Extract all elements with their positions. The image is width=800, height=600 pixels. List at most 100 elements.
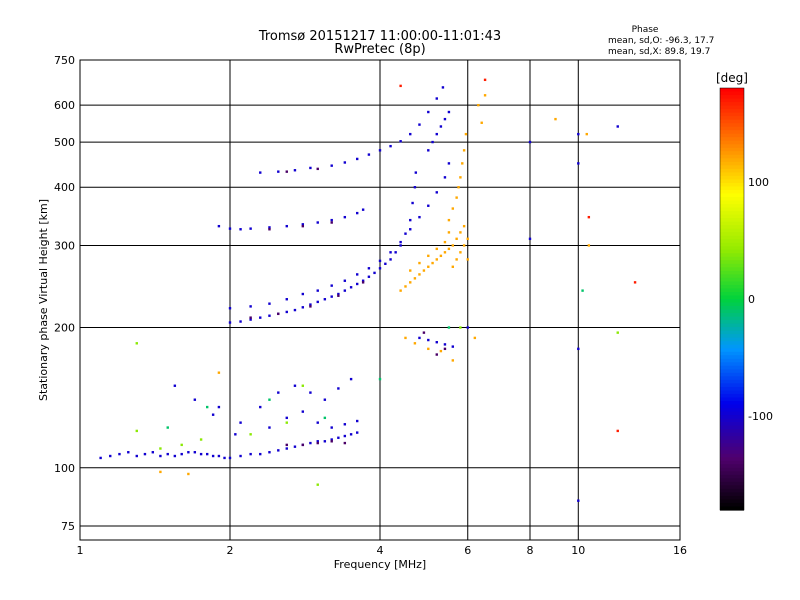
data-point	[361, 281, 365, 284]
data-point	[409, 132, 412, 136]
data-point	[166, 426, 169, 429]
colorbar-segment	[720, 179, 744, 184]
colorbar-segment	[720, 383, 744, 388]
data-point	[259, 452, 262, 456]
data-point	[451, 244, 455, 247]
data-point	[633, 281, 637, 284]
data-point	[466, 326, 469, 329]
data-point	[404, 336, 407, 340]
data-point	[418, 261, 421, 265]
colorbar-segment	[720, 123, 744, 128]
data-point	[462, 149, 466, 152]
colorbar-segment	[720, 429, 744, 434]
data-point	[268, 302, 271, 305]
data-point	[355, 211, 359, 215]
colorbar-segment	[720, 362, 744, 367]
data-point	[413, 342, 417, 345]
data-point	[441, 86, 445, 89]
colorbar-segment	[720, 204, 744, 209]
data-point	[285, 416, 288, 420]
colorbar-segment	[720, 253, 744, 258]
data-point	[135, 429, 138, 433]
colorbar-segment	[720, 232, 744, 237]
data-point	[409, 218, 412, 222]
colorbar-segment	[720, 474, 744, 479]
data-point	[249, 433, 252, 436]
data-point	[411, 201, 414, 205]
data-point	[587, 244, 591, 247]
data-point	[616, 125, 619, 128]
colorbar-segment	[720, 228, 744, 233]
data-point	[451, 207, 455, 210]
colorbar-segment	[720, 165, 744, 170]
data-point	[439, 125, 443, 128]
data-point	[217, 454, 221, 458]
data-point	[285, 224, 288, 228]
data-point	[337, 294, 340, 297]
data-point	[293, 308, 297, 312]
colorbar-segment	[720, 249, 744, 254]
data-point	[435, 132, 438, 136]
colorbar-segment	[720, 295, 744, 300]
data-point	[343, 279, 347, 282]
data-point	[239, 320, 242, 323]
colorbar-segment	[720, 133, 744, 138]
data-point	[301, 306, 305, 309]
data-point	[180, 443, 183, 447]
colorbar-segment	[720, 418, 744, 423]
colorbar-segment	[720, 126, 744, 131]
data-point	[435, 353, 438, 356]
data-point	[285, 298, 288, 301]
data-point	[409, 228, 412, 231]
data-point	[239, 228, 242, 231]
stats-line-o: mean, sd,O: -96.3, 17.7	[608, 36, 714, 46]
data-point	[187, 472, 190, 476]
data-point	[404, 285, 407, 288]
data-point	[205, 452, 209, 456]
colorbar-segment	[720, 436, 744, 441]
data-point	[301, 224, 305, 228]
data-point	[427, 204, 430, 207]
data-point	[343, 434, 347, 438]
colorbar-segment	[720, 471, 744, 476]
data-point	[330, 284, 333, 287]
data-point	[435, 247, 438, 251]
colorbar-segment	[720, 147, 744, 152]
colorbar-segment	[720, 422, 744, 427]
colorbar-segment	[720, 302, 744, 307]
data-point	[451, 345, 455, 348]
data-point	[268, 228, 271, 231]
colorbar-segment	[720, 320, 744, 325]
data-point	[413, 277, 417, 280]
data-point	[127, 451, 130, 454]
data-point	[581, 289, 584, 292]
data-point	[483, 94, 487, 97]
data-point	[330, 295, 333, 298]
data-point	[166, 452, 169, 456]
data-point	[414, 171, 418, 174]
data-point	[389, 251, 392, 254]
data-point	[316, 440, 319, 443]
colorbar-tick-label: -100	[748, 410, 773, 423]
colorbar-segment	[720, 246, 744, 251]
data-point	[443, 343, 447, 346]
colorbar-segment	[720, 502, 744, 508]
colorbar-segment	[720, 235, 744, 240]
chart-subtitle: RwPretec (8p)	[334, 42, 425, 57]
data-point	[323, 398, 327, 401]
data-point	[447, 218, 451, 222]
data-point	[413, 186, 417, 189]
colorbar-segment	[720, 151, 744, 156]
colorbar-segment	[720, 98, 744, 103]
y-tick-label: 600	[54, 99, 75, 112]
colorbar-segment	[720, 207, 744, 212]
data-point	[349, 433, 353, 436]
data-point	[422, 269, 426, 272]
tick-layer: 1 2 4 6 8 10 16 75 100 200 300 400 500 600 750	[54, 54, 687, 557]
colorbar-segment	[720, 309, 744, 314]
data-point	[109, 454, 112, 458]
x-tick-label: 4	[377, 544, 384, 557]
data-point	[394, 251, 397, 254]
data-point	[443, 117, 447, 121]
x-tick-label: 6	[464, 544, 471, 557]
